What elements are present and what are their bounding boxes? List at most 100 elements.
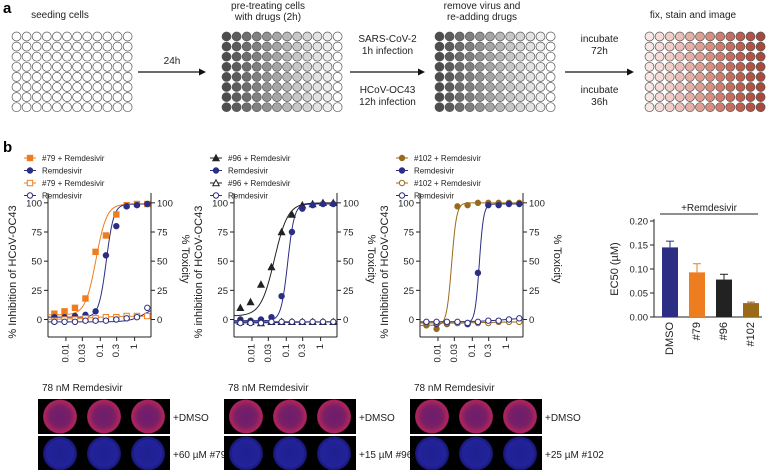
y2-tick-label: 100 [529, 198, 545, 209]
legend-marker [211, 178, 221, 187]
image-condition-label: +60 µM #79 [173, 450, 227, 461]
data-point [495, 201, 502, 209]
plate-well [221, 102, 232, 113]
plate-well [62, 51, 72, 62]
plate-well [322, 41, 333, 52]
legend-marker [26, 179, 34, 187]
plate-well [302, 82, 313, 92]
well-image [131, 399, 165, 434]
y2-tick-label: 25 [529, 286, 540, 297]
image-title: 78 nM Remdesivir [414, 383, 495, 394]
plate-well [495, 41, 505, 52]
y2-tick-label: 0 [343, 315, 348, 326]
plate-well [485, 31, 495, 42]
legend-label: Remdesivir [228, 192, 268, 201]
data-point [247, 319, 254, 327]
plate-well [272, 92, 282, 102]
dose-response-chart: 0 0 25 25 50 50 75 75 100 100 0.01 0.03 0.1 0.3 1 % Inh… [7, 154, 191, 363]
image-condition-label: +DMSO [545, 413, 581, 424]
data-point [330, 200, 337, 208]
plate-well [52, 102, 62, 113]
plate-well [715, 41, 726, 52]
plate-well [715, 51, 726, 62]
plate-well [231, 51, 242, 62]
ec50-bar-chart: 0.00 0.05 0.10 0.15 0.20 EC50 (µM) +Remdesivir… [609, 203, 762, 355]
plate-well [444, 41, 455, 52]
legend-marker [398, 167, 406, 174]
plate-well [221, 82, 232, 92]
plate-well [41, 51, 52, 62]
data-point [516, 200, 523, 208]
legend-marker [212, 167, 220, 174]
y-tick-label: 0 [223, 315, 228, 326]
plate-well [755, 51, 766, 62]
data-point [464, 201, 471, 209]
plate-well [241, 41, 252, 52]
plate-well [302, 31, 313, 42]
data-point [144, 200, 151, 208]
data-point [92, 317, 99, 324]
x-tick-label: 0.3 [483, 344, 494, 357]
y-tick-label: 50 [217, 257, 228, 268]
data-point [133, 201, 141, 209]
step-label: re-adding drugs [447, 12, 517, 23]
legend-label: Remdesivir [42, 192, 82, 201]
data-point [268, 318, 275, 326]
y2-axis-title: % Toxicity [365, 235, 377, 284]
plate-well [322, 72, 333, 82]
y-tick-label: 100 [212, 198, 228, 209]
plate-well [251, 72, 262, 82]
dose-response-chart: 0 0 25 25 50 50 75 75 100 100 0.01 0.03 0.1 0.3 1 % inh… [193, 153, 377, 363]
legend-marker [398, 154, 406, 162]
plate-well [322, 102, 333, 113]
plate-well [82, 82, 93, 92]
plate-well [454, 61, 465, 72]
plate-well [464, 41, 475, 52]
plate-well [444, 82, 455, 92]
data-point [495, 317, 502, 324]
plate-well [112, 51, 123, 62]
plate-well [62, 31, 72, 42]
plate-well [755, 61, 766, 72]
data-point [144, 312, 151, 320]
plate-well [664, 72, 675, 82]
plate-well [92, 51, 103, 62]
plate-well [302, 51, 313, 62]
plate-well [485, 61, 495, 72]
plate-well [444, 102, 455, 113]
plate-well [332, 61, 343, 72]
plate-well [705, 102, 715, 113]
plate-well [11, 61, 22, 72]
microscopy-images: 78 nM Remdesivir +DMSO +60 µM #79 78 nM Rem… [38, 383, 604, 470]
plate-well [21, 82, 32, 92]
y-tick-label: 100 [398, 198, 414, 209]
plate-well [11, 41, 22, 52]
plate-well [434, 51, 445, 62]
bar-y-tick-label: 0.15 [630, 241, 649, 252]
legend-label: #79 + Remdesivir [42, 154, 105, 163]
plate-well [644, 41, 655, 52]
plate-well [685, 61, 695, 72]
plate-well [312, 72, 323, 82]
plate-well [72, 72, 82, 82]
plate-well [122, 102, 133, 113]
legend-label: Remdesivir [228, 167, 268, 176]
plate-well [312, 51, 323, 62]
data-point [433, 318, 440, 326]
plate-well [11, 72, 22, 82]
plate-well [705, 41, 715, 52]
plate-well [525, 72, 536, 82]
plate-well [715, 31, 726, 42]
plate-well [745, 72, 756, 82]
plate-well [664, 51, 675, 62]
plate-well [231, 92, 242, 102]
plate-well [241, 61, 252, 72]
plate-well [434, 41, 445, 52]
plate-well [92, 61, 103, 72]
plate-well [745, 82, 756, 92]
arrow-head [418, 68, 425, 76]
plate-well [505, 92, 516, 102]
image-condition-label: +15 µM #96 [359, 450, 413, 461]
data-point [485, 201, 492, 209]
legend-label: #102 + Remdesivir [414, 179, 481, 188]
